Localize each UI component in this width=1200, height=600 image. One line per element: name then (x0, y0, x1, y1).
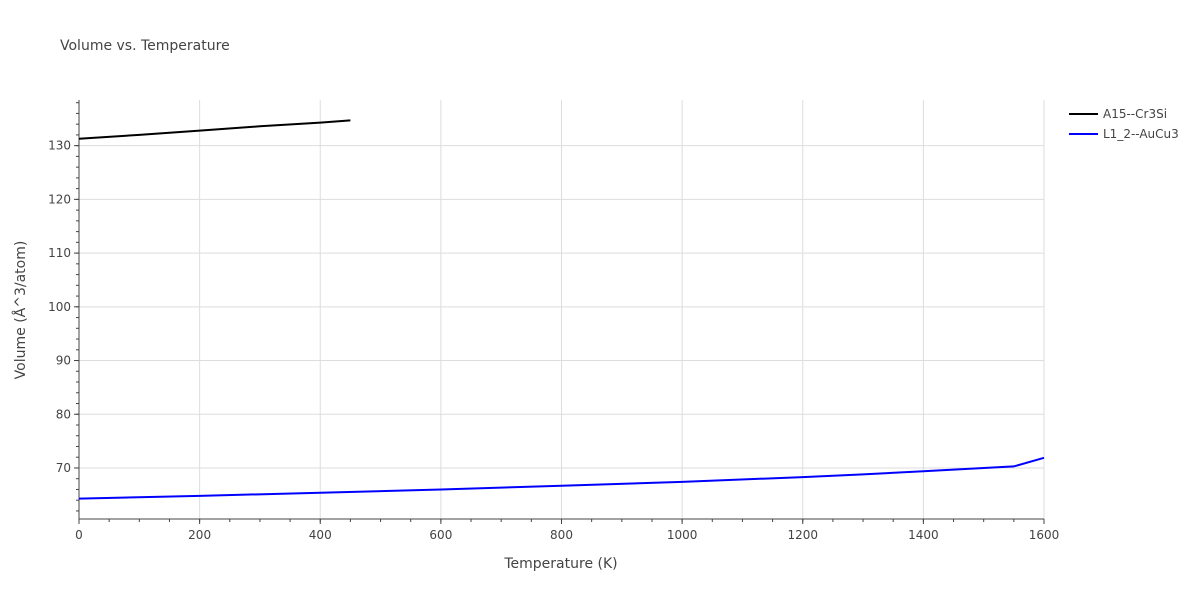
chart-title: Volume vs. Temperature (60, 38, 230, 54)
y-tick-label: 90 (56, 354, 71, 368)
legend[interactable]: A15--Cr3Si L1_2--AuCu3 (1069, 107, 1179, 141)
x-tick-label: 0 (75, 528, 83, 542)
y-tick-label: 110 (48, 246, 71, 260)
y-tick-label: 120 (48, 192, 71, 206)
x-tick-label: 1600 (1029, 528, 1060, 542)
y-tick-labels: 70 80 90 100 110 120 130 (48, 139, 71, 475)
legend-label: A15--Cr3Si (1103, 107, 1167, 121)
series-line-0 (78, 119, 351, 140)
x-tick-labels: 0 200 400 600 800 1000 1200 1400 1600 (75, 528, 1059, 542)
x-tick-label: 200 (188, 528, 211, 542)
y-tick-label: 100 (48, 300, 71, 314)
y-axis-label: Volume (Å^3/atom) (12, 241, 29, 380)
x-tick-label: 1000 (667, 528, 698, 542)
grid (79, 100, 1045, 519)
x-tick-label: 1400 (908, 528, 939, 542)
x-axis-label: Temperature (K) (503, 556, 617, 572)
y-tick-label: 80 (56, 407, 71, 421)
x-tick-label: 600 (429, 528, 452, 542)
x-tick-label: 800 (550, 528, 573, 542)
legend-item[interactable]: L1_2--AuCu3 (1069, 127, 1179, 141)
x-tick-label: 1200 (787, 528, 818, 542)
axes (74, 100, 1045, 524)
x-tick-label: 400 (309, 528, 332, 542)
y-tick-label: 70 (56, 461, 71, 475)
y-tick-label: 130 (48, 139, 71, 153)
legend-item[interactable]: A15--Cr3Si (1069, 107, 1167, 121)
series-lines (78, 119, 1045, 500)
legend-label: L1_2--AuCu3 (1103, 127, 1179, 141)
series-line-1 (78, 456, 1045, 500)
